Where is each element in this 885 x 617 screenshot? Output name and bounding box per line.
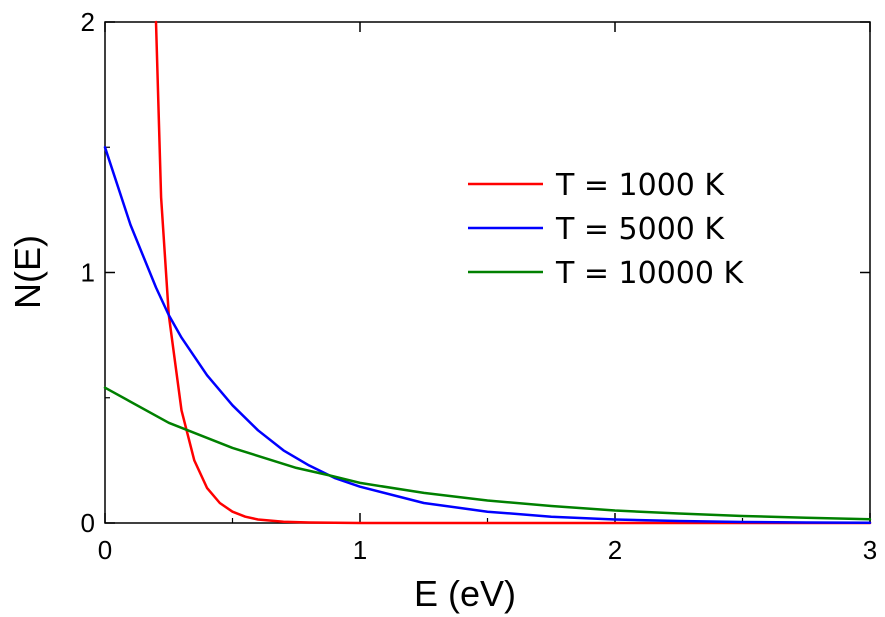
legend-label-2: T = 5000 K	[555, 212, 725, 247]
legend-label-3: T = 10000 K	[555, 256, 745, 291]
series-line-2	[103, 146, 872, 524]
x-tick-label: 0	[98, 535, 112, 565]
series-line-1	[154, 20, 872, 525]
series-line-3	[103, 386, 872, 521]
y-axis-title: N(E)	[7, 235, 48, 309]
x-tick-label: 2	[608, 535, 622, 565]
x-tick-label: 1	[353, 535, 367, 565]
axis-ticks: 0 1 2 3 0 1 2	[81, 7, 878, 565]
legend: T = 1000 K T = 5000 K T = 10000 K	[468, 168, 745, 291]
series-layer	[103, 20, 872, 525]
y-tick-label: 2	[81, 7, 95, 37]
legend-label-1: T = 1000 K	[555, 168, 725, 203]
y-tick-label: 0	[81, 508, 95, 538]
y-tick-label: 1	[81, 258, 95, 288]
x-tick-label: 3	[863, 535, 877, 565]
x-axis-title: E (eV)	[414, 573, 516, 614]
